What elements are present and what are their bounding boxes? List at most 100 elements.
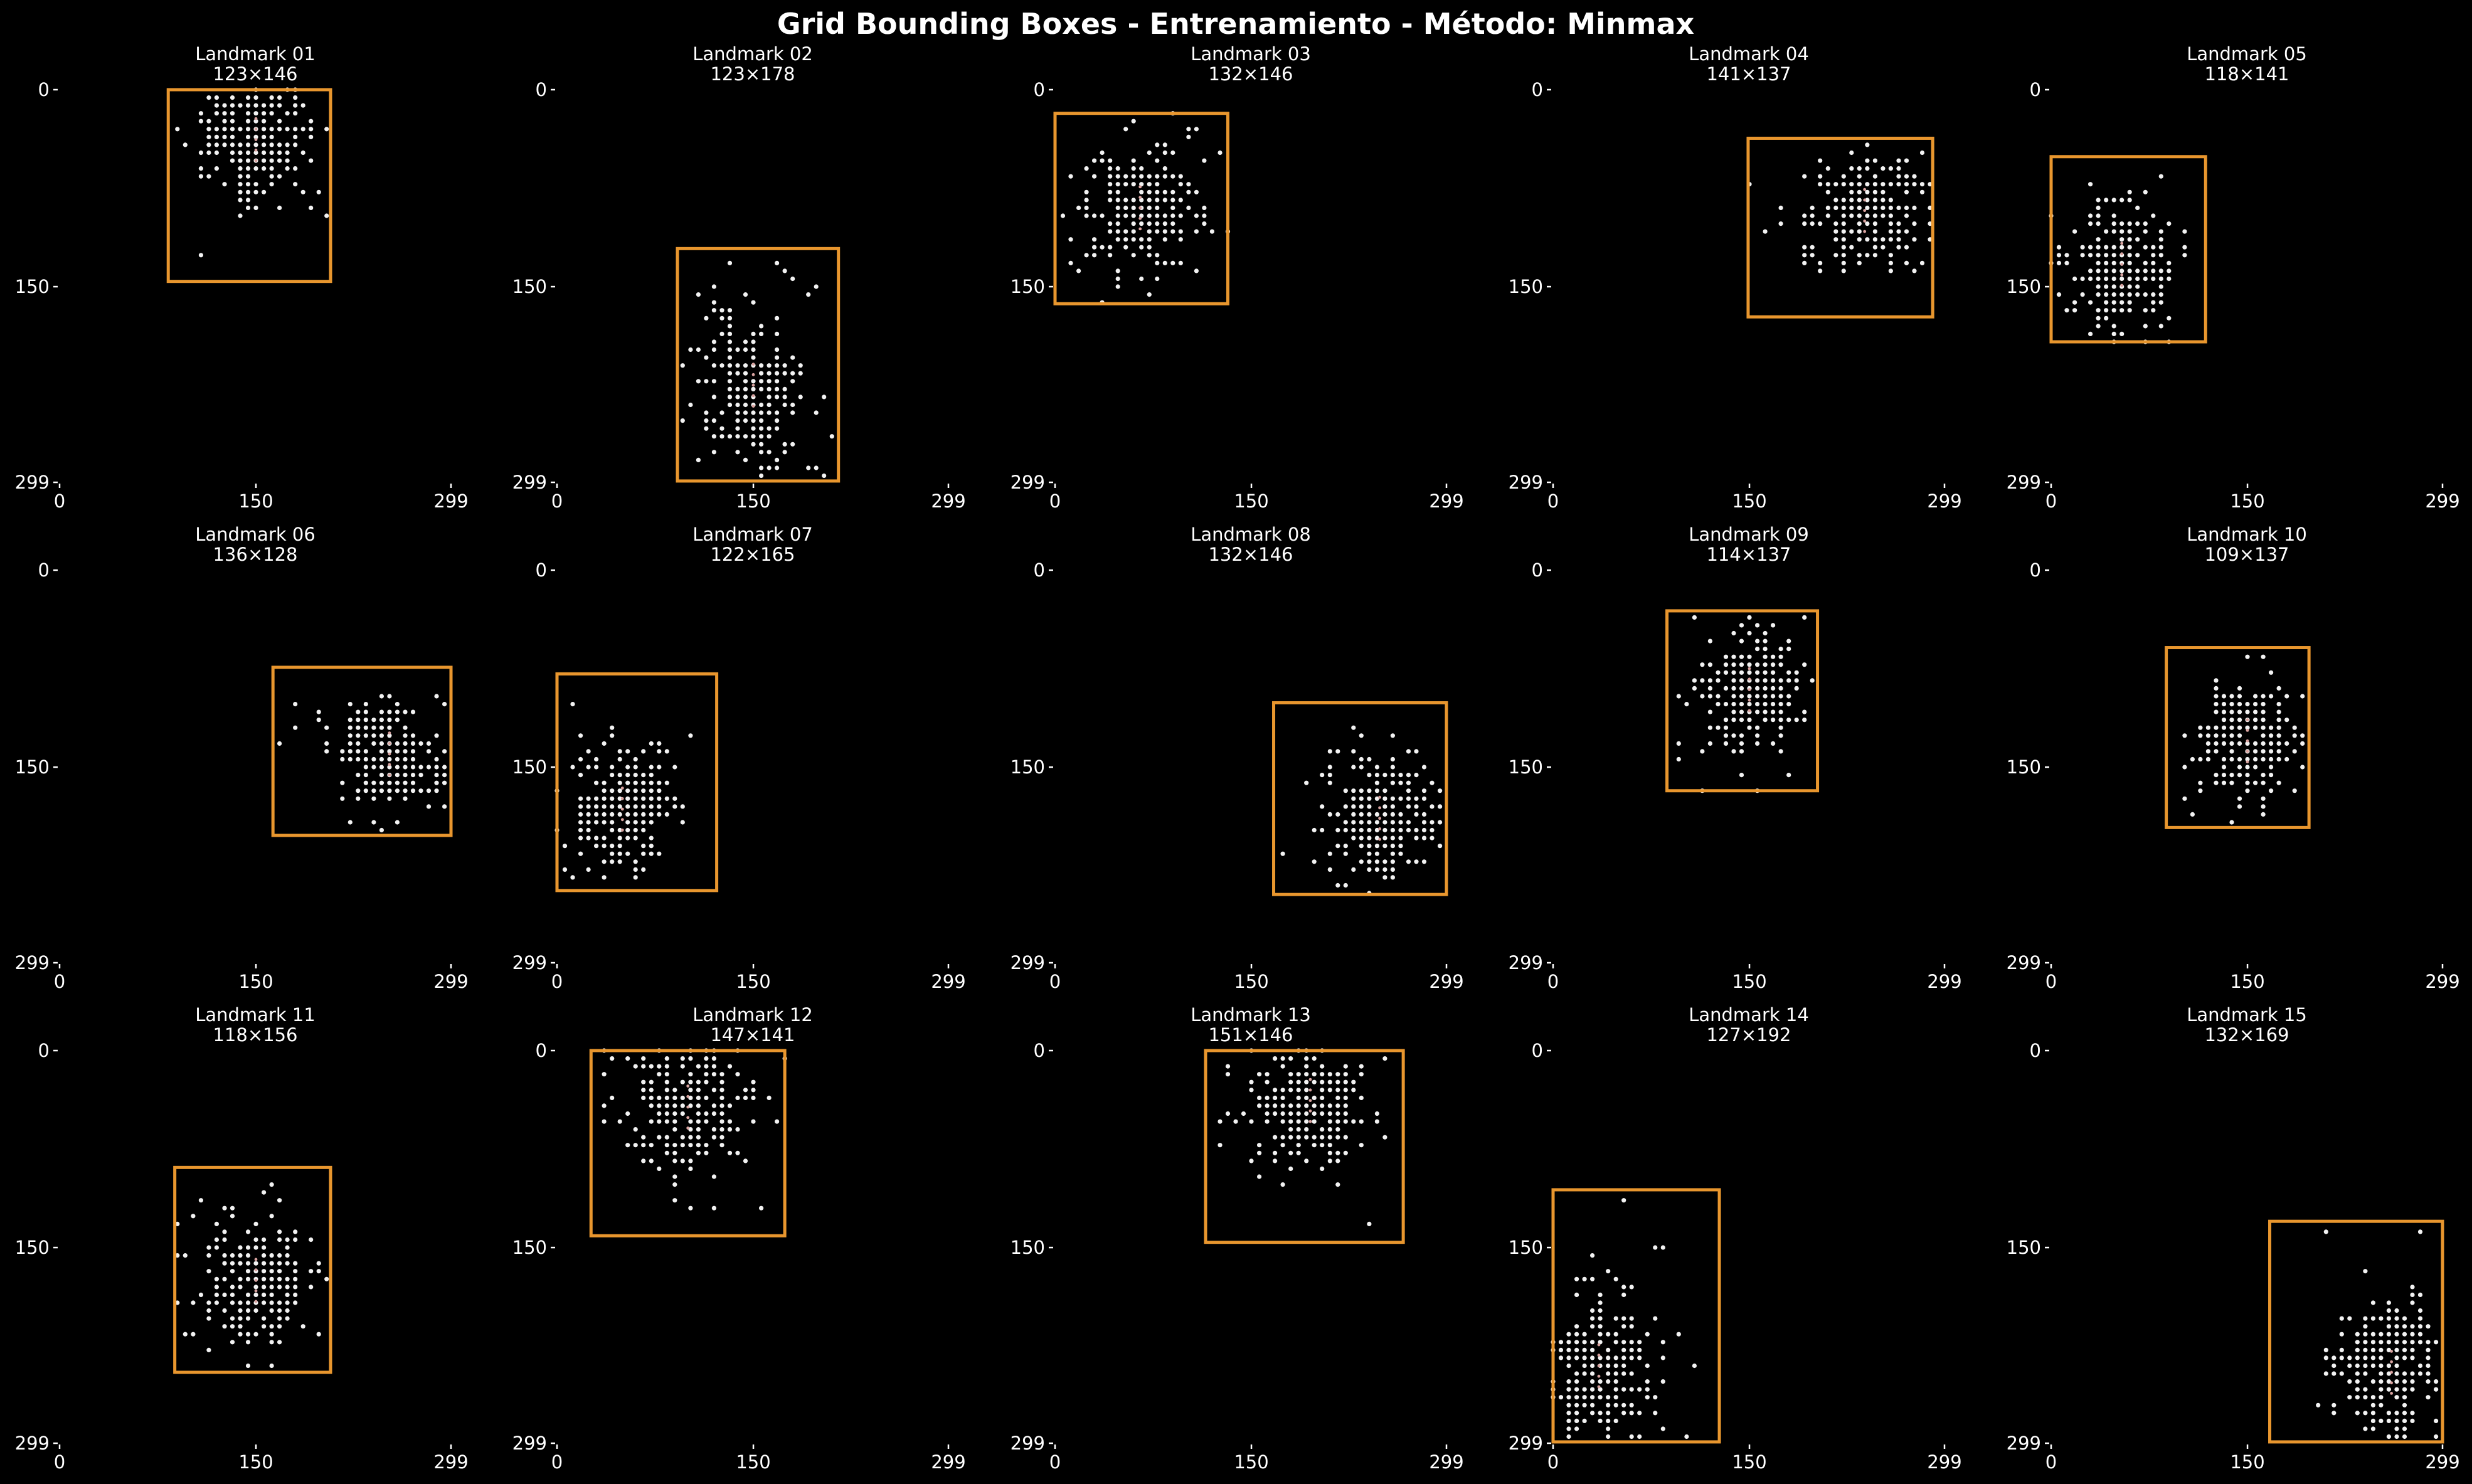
landmark-point <box>379 756 385 762</box>
landmark-point <box>719 315 724 321</box>
landmark-point <box>664 1103 669 1108</box>
landmark-point <box>222 1206 227 1211</box>
landmark-point <box>2284 718 2289 723</box>
landmark-point <box>285 1261 290 1266</box>
landmark-point <box>222 119 227 124</box>
landmark-point <box>245 205 251 210</box>
landmark-point <box>664 1119 669 1124</box>
landmark-point <box>2269 756 2274 762</box>
landmark-point <box>1421 820 1427 825</box>
landmark-point <box>2214 733 2219 738</box>
landmark-point <box>1739 654 1744 659</box>
landmark-point <box>379 694 385 699</box>
landmark-point <box>1304 1111 1309 1116</box>
landmark-point <box>743 434 748 439</box>
landmark-point <box>1786 670 1791 675</box>
landmark-point <box>798 363 803 368</box>
center-point <box>1138 185 1142 189</box>
landmark-point <box>2088 182 2093 187</box>
center-point <box>1308 1099 1312 1102</box>
landmark-point <box>2056 292 2062 297</box>
landmark-point <box>1304 780 1309 785</box>
landmark-point <box>2269 733 2274 738</box>
landmark-point <box>347 718 353 723</box>
landmark-point <box>1606 1355 1611 1360</box>
y-tick-label: 299 <box>15 1433 50 1454</box>
landmark-point <box>1566 1332 1571 1337</box>
bounding-box <box>676 246 841 483</box>
landmark-point <box>1115 205 1120 210</box>
landmark-point <box>2096 221 2101 226</box>
center-point <box>751 363 755 366</box>
landmark-point <box>727 434 733 439</box>
landmark-point <box>1139 237 1144 242</box>
landmark-point <box>1645 1387 1650 1392</box>
landmark-point <box>696 1079 701 1084</box>
landmark-point <box>1558 1340 1564 1345</box>
landmark-point <box>2300 694 2305 699</box>
landmark-point <box>2221 773 2227 778</box>
landmark-point <box>1367 867 1372 872</box>
landmark-point <box>1084 213 1089 218</box>
landmark-point <box>1304 1119 1309 1124</box>
landmark-point <box>1621 1355 1626 1360</box>
landmark-point <box>1359 827 1364 833</box>
landmark-point <box>1273 1111 1278 1116</box>
landmark-point <box>2269 773 2274 778</box>
landmark-point <box>1115 213 1120 218</box>
landmark-point <box>719 331 724 337</box>
landmark-point <box>2394 1355 2399 1360</box>
landmark-point <box>1100 245 1105 250</box>
x-tick-label: 0 <box>1049 971 1061 992</box>
landmark-point <box>2269 694 2274 699</box>
landmark-point <box>1343 1095 1348 1100</box>
landmark-point <box>1131 213 1136 218</box>
landmark-point <box>664 1150 669 1155</box>
bounding-box <box>1551 1188 1721 1444</box>
landmark-point <box>347 749 353 754</box>
landmark-point <box>356 788 361 793</box>
landmark-point <box>293 1261 298 1266</box>
landmark-point <box>395 756 400 762</box>
panel-size-label: 147×141 <box>710 1024 795 1046</box>
landmark-point <box>743 363 748 368</box>
landmark-point <box>1747 718 1752 723</box>
landmark-point <box>594 780 599 785</box>
landmark-point <box>719 1135 724 1140</box>
landmark-point <box>2056 253 2062 258</box>
landmark-point <box>293 134 298 139</box>
landmark-point <box>1731 654 1736 659</box>
landmark-point <box>206 1308 211 1313</box>
landmark-point <box>1606 1402 1611 1407</box>
landmark-point <box>641 773 646 778</box>
landmark-point <box>2276 741 2281 746</box>
landmark-point <box>1723 741 1729 746</box>
landmark-point <box>2417 1316 2423 1321</box>
landmark-point <box>1170 198 1175 203</box>
landmark-point <box>238 1308 243 1313</box>
y-tick-label: 0 <box>536 79 547 100</box>
landmark-point <box>610 820 615 825</box>
landmark-point <box>1076 268 1081 273</box>
landmark-point <box>767 402 772 408</box>
landmark-point <box>222 1237 227 1243</box>
landmark-point <box>1320 1095 1325 1100</box>
landmark-point <box>363 780 368 785</box>
landmark-point <box>2237 718 2242 723</box>
bounding-box <box>1204 1049 1405 1244</box>
landmark-point <box>1312 1143 1317 1148</box>
center-point <box>254 148 258 152</box>
center-point <box>2390 1360 2394 1364</box>
panel-size-label: 132×146 <box>1208 63 1293 85</box>
center-point <box>1597 1343 1601 1347</box>
landmark-point <box>1590 1371 1595 1376</box>
landmark-point <box>1566 1379 1571 1384</box>
y-tick-label: 0 <box>1034 79 1045 100</box>
landmark-point <box>680 418 685 423</box>
landmark-point <box>1178 260 1183 265</box>
landmark-point <box>1241 1111 1246 1116</box>
landmark-point <box>1786 678 1791 683</box>
landmark-point <box>1645 1379 1650 1384</box>
landmark-point <box>1084 166 1089 171</box>
landmark-point <box>1794 686 1799 691</box>
